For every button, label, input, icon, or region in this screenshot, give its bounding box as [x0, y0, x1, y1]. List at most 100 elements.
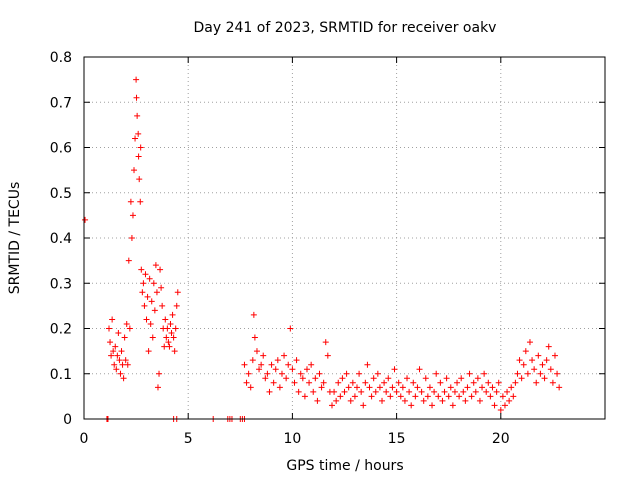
data-point	[541, 375, 548, 382]
data-point	[551, 352, 558, 359]
data-point	[476, 397, 483, 404]
data-point	[526, 339, 533, 346]
data-point	[433, 370, 440, 377]
data-point	[135, 153, 142, 160]
data-point	[466, 370, 473, 377]
data-point	[418, 388, 425, 395]
data-point	[314, 397, 321, 404]
data-point	[426, 384, 433, 391]
data-point	[135, 130, 142, 137]
data-point	[320, 379, 327, 386]
data-point	[171, 348, 178, 355]
data-point	[447, 384, 454, 391]
data-point	[387, 393, 394, 400]
data-point	[163, 334, 170, 341]
data-point	[247, 384, 254, 391]
data-point	[508, 384, 515, 391]
data-point	[245, 370, 252, 377]
data-point	[251, 334, 258, 341]
data-point	[358, 388, 365, 395]
data-point	[449, 402, 456, 409]
data-point	[107, 339, 114, 346]
data-point	[474, 375, 481, 382]
data-point	[435, 393, 442, 400]
data-point	[366, 384, 373, 391]
data-point	[545, 343, 552, 350]
data-point	[395, 379, 402, 386]
data-point	[147, 320, 154, 327]
data-point	[539, 361, 546, 368]
data-point	[443, 375, 450, 382]
data-point	[524, 370, 531, 377]
data-point	[253, 348, 260, 355]
data-point	[134, 112, 141, 119]
data-point	[174, 289, 181, 296]
data-point	[349, 379, 356, 386]
data-point	[137, 198, 144, 205]
data-point	[424, 393, 431, 400]
data-point	[127, 198, 134, 205]
y-tick-label: 0.2	[50, 322, 72, 338]
data-point	[136, 176, 143, 183]
data-point	[535, 352, 542, 359]
data-point	[420, 397, 427, 404]
data-point	[143, 316, 150, 323]
x-tick-label: 5	[184, 431, 193, 447]
data-point	[120, 375, 127, 382]
data-point	[281, 352, 288, 359]
data-point	[406, 388, 413, 395]
data-point	[429, 402, 436, 409]
y-tick-label: 0.6	[50, 141, 72, 157]
y-tick-label: 0.3	[50, 276, 72, 292]
data-point	[249, 357, 256, 364]
data-point	[445, 393, 452, 400]
data-point	[376, 384, 383, 391]
data-point	[146, 275, 153, 282]
data-point	[140, 280, 147, 287]
data-point	[112, 343, 119, 350]
data-point	[299, 375, 306, 382]
data-point	[108, 352, 115, 359]
data-point	[156, 370, 163, 377]
data-point	[272, 366, 279, 373]
data-point	[121, 334, 128, 341]
data-point	[283, 375, 290, 382]
data-point	[331, 388, 338, 395]
data-point	[537, 370, 544, 377]
data-point	[157, 266, 164, 273]
data-point	[170, 334, 177, 341]
data-point	[303, 366, 310, 373]
x-tick-label: 15	[388, 431, 406, 447]
data-point	[124, 361, 131, 368]
data-point	[154, 384, 161, 391]
data-point	[364, 361, 371, 368]
data-point	[123, 320, 130, 327]
data-point	[310, 388, 317, 395]
data-point	[531, 366, 538, 373]
data-point	[297, 370, 304, 377]
data-point	[356, 370, 363, 377]
data-point	[301, 393, 308, 400]
data-point	[137, 144, 144, 151]
data-point	[499, 393, 506, 400]
data-point	[285, 361, 292, 368]
data-point	[414, 384, 421, 391]
data-point	[399, 384, 406, 391]
data-point	[512, 379, 519, 386]
data-point	[153, 289, 160, 296]
y-axis-label: SRMTID / TECUs	[7, 182, 23, 295]
data-point	[166, 343, 173, 350]
data-point	[308, 361, 315, 368]
data-point	[458, 375, 465, 382]
data-point	[483, 388, 490, 395]
data-point	[162, 316, 169, 323]
data-point	[324, 352, 331, 359]
data-point	[115, 330, 122, 337]
data-point	[470, 379, 477, 386]
data-point	[243, 379, 250, 386]
data-point	[114, 352, 121, 359]
data-point	[119, 361, 126, 368]
data-point	[270, 379, 277, 386]
data-point	[441, 388, 448, 395]
